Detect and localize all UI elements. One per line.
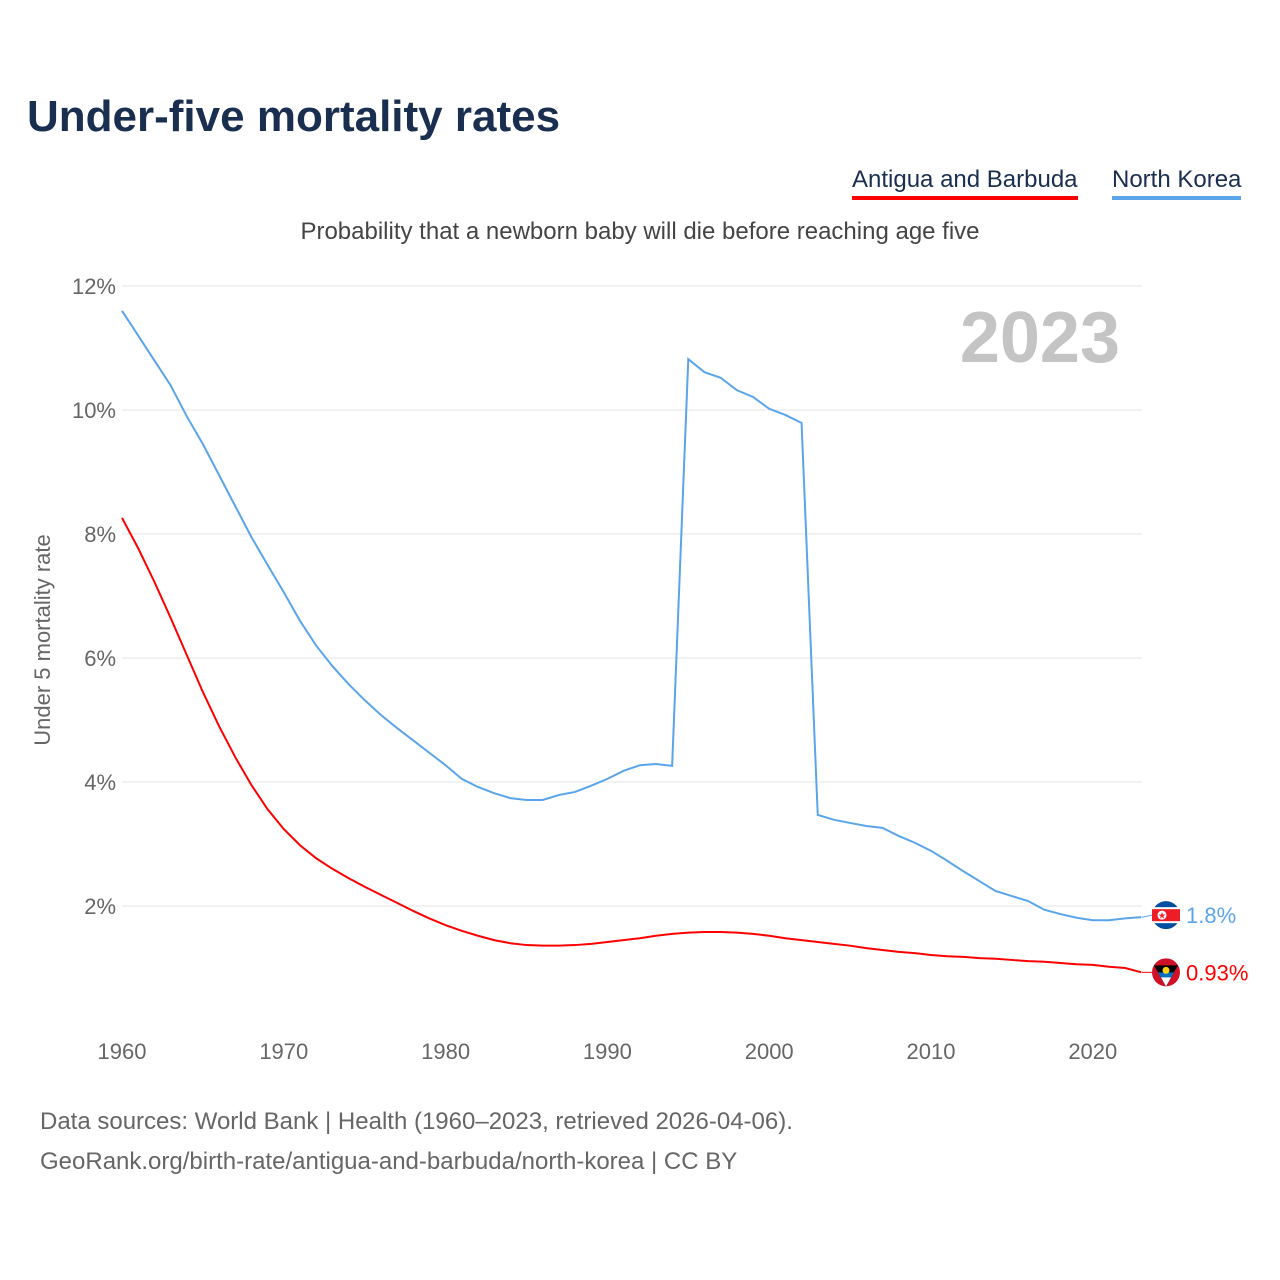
legend-antigua-and-barbuda[interactable]: Antigua and Barbuda [852,166,1078,200]
end-connector [1141,914,1153,918]
x-tick-label: 2020 [1068,1039,1117,1064]
series-line-antigua-and-barbuda [121,517,1142,974]
y-tick-label: 8% [84,522,116,547]
x-tick-label: 1990 [583,1039,632,1064]
chart-subtitle: Probability that a newborn baby will die… [300,218,980,245]
y-tick-label: 6% [84,646,116,671]
flag-triangle [1161,977,1171,987]
x-tick-label: 2010 [907,1039,956,1064]
x-tick-label: 1980 [421,1039,470,1064]
flag-disc [1157,910,1167,920]
x-tick-label: 1960 [98,1039,147,1064]
x-tick-label: 2000 [745,1039,794,1064]
y-tick-label: 12% [72,274,116,299]
url-text[interactable]: GeoRank.org/birth-rate/antigua-and-barbu… [40,1148,738,1175]
flag-sun [1162,966,1170,974]
x-tick-label: 1970 [259,1039,308,1064]
year-label: 2023 [960,298,1120,378]
end-value-label: 1.8% [1186,903,1236,928]
y-axis-label: Under 5 mortality rate [30,534,55,746]
end-value-label: 0.93% [1186,960,1248,985]
source-text: Data sources: World Bank | Health (1960–… [40,1108,793,1135]
y-tick-label: 2% [84,894,116,919]
y-tick-label: 10% [72,398,116,423]
legend-north-korea[interactable]: North Korea [1112,166,1242,200]
series-line-north-korea [121,310,1142,922]
flag-star: ★ [1158,911,1166,921]
line-chart: 2% 4% 6% 8% 10% 12% 1960 1970 1980 1990 2000 2010 20… [30,274,1248,1064]
y-tick-label: 4% [84,770,116,795]
chart-title: Under-five mortality rates [27,92,561,141]
